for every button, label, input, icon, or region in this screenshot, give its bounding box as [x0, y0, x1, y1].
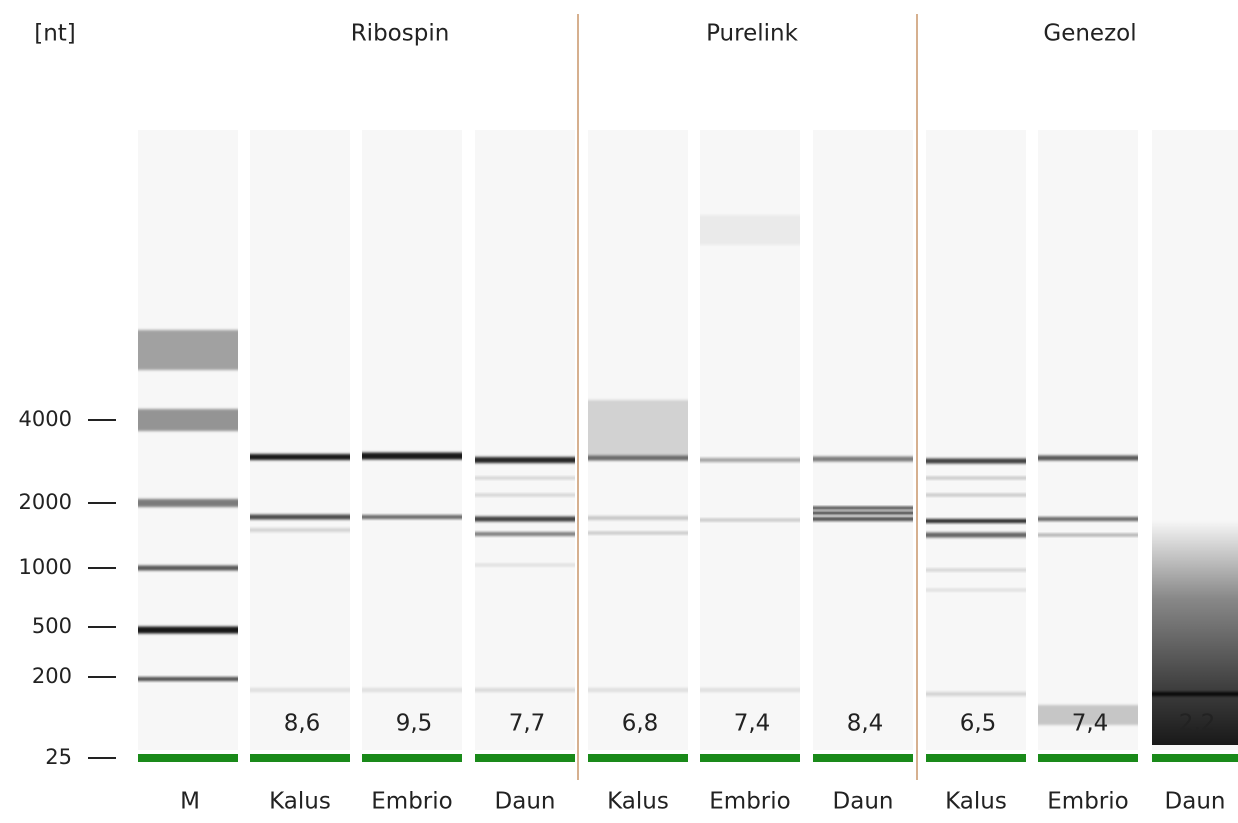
band — [926, 519, 1026, 523]
lane — [1038, 130, 1138, 750]
group-title: Purelink — [706, 21, 799, 47]
band — [588, 400, 688, 460]
band — [588, 688, 688, 692]
band — [138, 330, 238, 370]
lane-label: Kalus — [607, 789, 669, 815]
band — [700, 215, 800, 245]
lane-label: Daun — [495, 789, 556, 815]
ladder-label: 2000 — [19, 490, 72, 514]
ladder-label: 500 — [32, 614, 72, 638]
band — [475, 517, 575, 522]
band — [138, 566, 238, 571]
marker-band — [362, 754, 462, 762]
rin-value: 7,7 — [509, 711, 546, 737]
lane-label: Kalus — [269, 789, 331, 815]
marker-band — [813, 754, 913, 762]
band — [138, 409, 238, 431]
band — [926, 459, 1026, 464]
rin-value: 6,8 — [622, 711, 659, 737]
lane-label: Embrio — [709, 789, 790, 815]
ladder-label: 25 — [45, 745, 72, 769]
band — [700, 519, 800, 522]
band — [1038, 456, 1138, 461]
band — [1152, 692, 1238, 696]
band — [926, 477, 1026, 480]
band — [926, 589, 1026, 592]
gel-figure: [nt] Ribospin Purelink Genezol M Kalus 8,6… — [0, 0, 1238, 823]
rin-value: 2,2 — [1179, 711, 1216, 737]
marker-band — [1038, 754, 1138, 762]
band — [475, 457, 575, 463]
lane — [813, 130, 913, 750]
rin-value: 7,4 — [734, 711, 771, 737]
band — [588, 532, 688, 535]
lane-label: Embrio — [1047, 789, 1128, 815]
band — [813, 512, 913, 515]
lane — [926, 130, 1026, 750]
band — [475, 532, 575, 536]
lane — [250, 130, 350, 750]
band — [362, 453, 462, 460]
band — [700, 688, 800, 692]
band — [926, 569, 1026, 572]
marker-band — [475, 754, 575, 762]
rin-value: 9,5 — [396, 711, 433, 737]
band — [588, 456, 688, 461]
band — [926, 533, 1026, 538]
band — [813, 457, 913, 462]
band — [813, 517, 913, 521]
lane-label: Daun — [833, 789, 894, 815]
marker-band — [700, 754, 800, 762]
band — [475, 477, 575, 480]
band — [475, 688, 575, 692]
band — [813, 507, 913, 510]
band — [588, 516, 688, 520]
band — [250, 528, 350, 532]
group-title: Ribospin — [351, 21, 450, 47]
band — [1038, 517, 1138, 521]
unit-label: [nt] — [34, 21, 76, 47]
ladder-label: 200 — [32, 664, 72, 688]
band — [926, 494, 1026, 497]
lane — [362, 130, 462, 750]
group-title: Genezol — [1043, 21, 1136, 47]
band — [362, 515, 462, 519]
ladder-label: 1000 — [19, 555, 72, 579]
band — [926, 692, 1026, 696]
marker-band — [250, 754, 350, 762]
lane — [475, 130, 575, 750]
band — [138, 677, 238, 681]
lane-label: Daun — [1165, 789, 1226, 815]
band — [475, 494, 575, 497]
marker-band — [1152, 754, 1238, 762]
band — [1038, 534, 1138, 537]
marker-band — [926, 754, 1026, 762]
band — [250, 688, 350, 692]
lane-label: Embrio — [371, 789, 452, 815]
rin-value: 6,5 — [960, 711, 997, 737]
ladder-label: 4000 — [19, 407, 72, 431]
band — [700, 458, 800, 462]
band — [138, 499, 238, 507]
lanes — [138, 130, 1238, 762]
rin-value: 8,6 — [284, 711, 321, 737]
lane — [138, 130, 238, 750]
rin-value: 7,4 — [1072, 711, 1109, 737]
marker-band — [588, 754, 688, 762]
lane-label: Kalus — [945, 789, 1007, 815]
lane-label: M — [180, 789, 200, 815]
rin-value: 8,4 — [847, 711, 884, 737]
band — [475, 564, 575, 567]
band — [250, 515, 350, 520]
band — [138, 627, 238, 634]
band — [362, 688, 462, 692]
marker-band — [138, 754, 238, 762]
band — [250, 454, 350, 460]
